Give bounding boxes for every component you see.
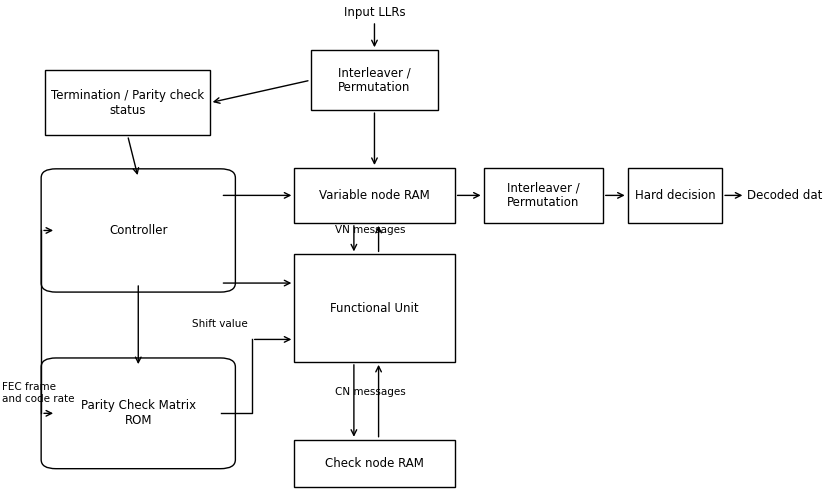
Bar [484, 168, 602, 223]
Text: Interleaver /
Permutation: Interleaver / Permutation [338, 66, 411, 94]
Text: Interleaver /
Permutation: Interleaver / Permutation [507, 181, 579, 209]
FancyBboxPatch shape [41, 169, 235, 292]
Text: Functional Unit: Functional Unit [330, 302, 419, 315]
Bar [627, 168, 722, 223]
Text: Shift value: Shift value [192, 320, 248, 329]
Text: Controller: Controller [109, 224, 168, 237]
Text: Input LLRs: Input LLRs [344, 6, 405, 19]
Text: Termination / Parity check
status: Termination / Parity check status [51, 89, 204, 117]
Bar [295, 440, 454, 487]
FancyBboxPatch shape [41, 358, 235, 469]
Bar [45, 70, 210, 135]
Text: FEC frame
and code rate: FEC frame and code rate [2, 382, 74, 404]
Bar [310, 50, 438, 110]
Text: VN messages: VN messages [335, 224, 406, 234]
Text: Check node RAM: Check node RAM [325, 457, 424, 470]
Text: CN messages: CN messages [335, 387, 406, 397]
Text: Variable node RAM: Variable node RAM [319, 189, 430, 202]
Text: Decoded data: Decoded data [746, 189, 823, 202]
Text: Parity Check Matrix
ROM: Parity Check Matrix ROM [81, 399, 196, 427]
Bar [295, 255, 454, 362]
Bar [295, 168, 454, 223]
Text: Hard decision: Hard decision [635, 189, 715, 202]
